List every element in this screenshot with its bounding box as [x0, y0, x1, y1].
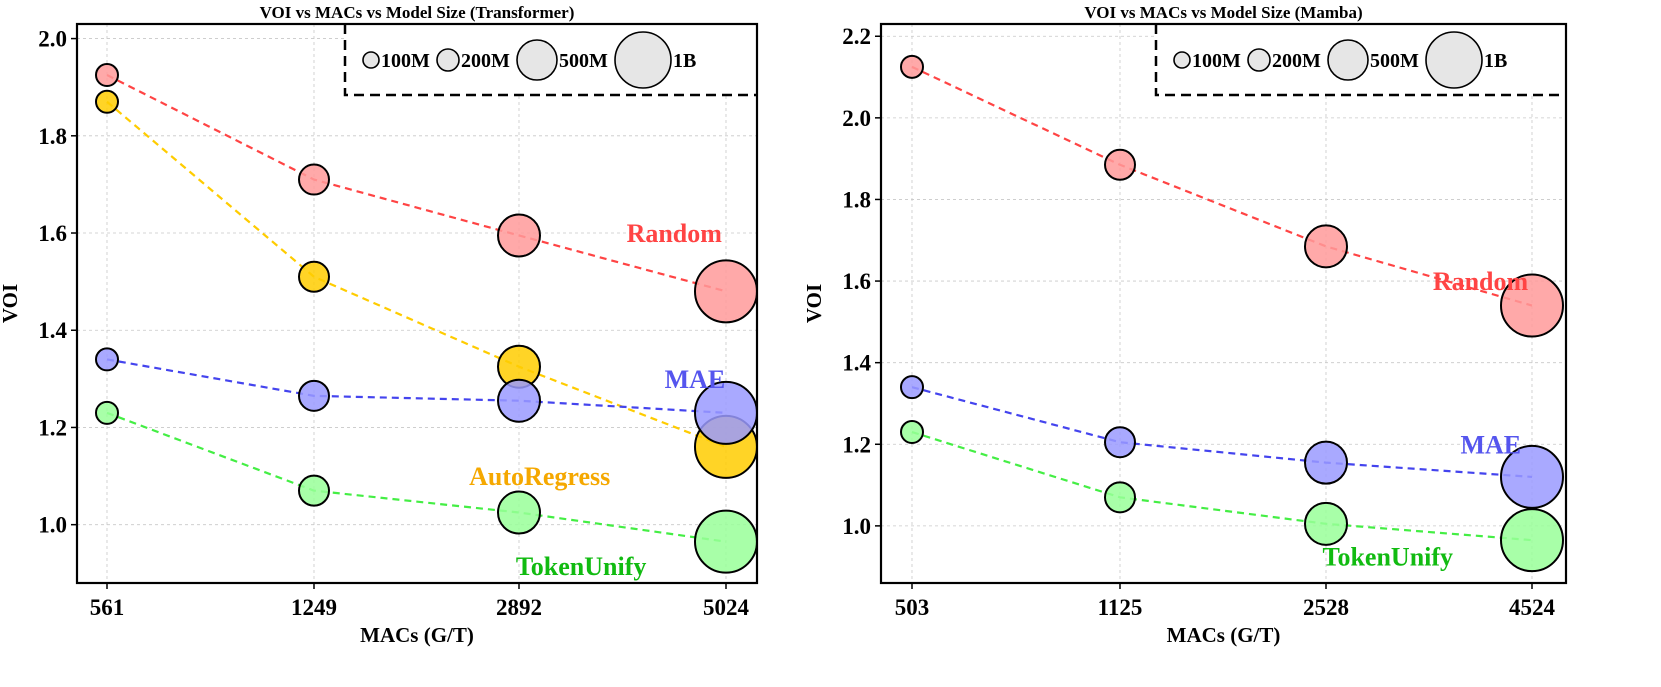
x-tick-label: 1125	[1098, 595, 1143, 620]
series-label-autoregress: AutoRegress	[469, 462, 610, 491]
point-tokenunify-200m	[298, 474, 330, 507]
point-random-500m	[1304, 224, 1348, 269]
chart-panel-1: Random AutoRegress MAE TokenUnify 100M 200M 50…	[0, 3, 759, 647]
y-tick-label: 1.8	[842, 187, 871, 212]
series-label-random: Random	[1433, 267, 1529, 296]
point-random-100m	[95, 63, 119, 88]
legend-label-1b: 1B	[673, 50, 696, 72]
y-tick-label: 1.2	[842, 432, 871, 457]
point-autoregress-200m	[298, 260, 330, 293]
point-tokenunify-500m	[497, 490, 541, 535]
y-axis-label: VOI	[802, 284, 826, 323]
legend-marker-1b	[614, 31, 672, 89]
point-random-500m	[497, 213, 541, 258]
y-tick-label: 1.6	[38, 221, 67, 246]
size-legend: 100M 200M 500M 1B	[343, 24, 757, 97]
chart-title: VOI vs MACs vs Model Size (Transformer)	[260, 3, 575, 22]
legend-marker-100m	[362, 51, 380, 69]
point-random-100m	[900, 54, 924, 79]
x-tick-label: 2528	[1303, 595, 1349, 620]
legend-marker-200m	[1247, 48, 1271, 72]
legend-marker-500m	[516, 39, 558, 81]
legend-label-500m: 500M	[1370, 50, 1419, 72]
legend-label-500m: 500M	[559, 50, 608, 72]
x-tick-label: 561	[90, 595, 125, 620]
point-tokenunify-1b	[1500, 508, 1564, 573]
point-tokenunify-1b	[694, 509, 758, 574]
series-line-mae	[106, 358, 727, 414]
y-tick-label: 1.2	[38, 415, 67, 440]
legend-border	[343, 24, 757, 97]
point-random-200m	[298, 163, 330, 196]
y-tick-label: 1.4	[38, 318, 67, 343]
point-tokenunify-500m	[1304, 501, 1348, 546]
plot-frame	[879, 22, 1568, 585]
x-axis-label: MACs (G/T)	[360, 623, 474, 647]
legend-border	[1154, 24, 1566, 97]
series-line-tokenunify	[911, 430, 1533, 542]
x-tick-label: 1249	[291, 595, 337, 620]
point-autoregress-100m	[95, 89, 119, 114]
point-mae-500m	[497, 378, 541, 423]
y-tick-label: 1.0	[38, 513, 67, 538]
series-line-random	[911, 65, 1533, 307]
series-label-random: Random	[627, 219, 723, 248]
legend-label-100m: 100M	[381, 50, 430, 72]
y-axis-label: VOI	[0, 284, 22, 323]
series-label-mae: MAE	[665, 365, 726, 394]
series-label-tokenunify: TokenUnify	[516, 552, 647, 581]
chart-panel-2: Random MAE TokenUnify 100M 200M 500M 1B 503 1125…	[802, 3, 1568, 647]
x-tick-label: 2892	[496, 595, 542, 620]
point-tokenunify-200m	[1104, 481, 1136, 514]
plot-frame	[75, 22, 759, 585]
point-tokenunify-100m	[900, 420, 924, 445]
point-mae-200m	[298, 379, 330, 412]
series-label-tokenunify: TokenUnify	[1323, 542, 1454, 571]
point-random-200m	[1104, 148, 1136, 181]
point-mae-1b	[1500, 444, 1564, 509]
legend-marker-1b	[1425, 31, 1483, 89]
point-mae-200m	[1104, 426, 1136, 459]
y-tick-label: 1.6	[842, 269, 871, 294]
point-random-1b	[1500, 273, 1564, 338]
legend-label-200m: 200M	[1272, 50, 1321, 72]
series-line-mae	[911, 386, 1533, 479]
y-tick-label: 1.4	[842, 351, 871, 376]
x-tick-label: 4524	[1509, 595, 1556, 620]
y-tick-label: 2.0	[38, 27, 67, 52]
x-tick-label: 5024	[703, 595, 750, 620]
legend-marker-200m	[436, 48, 460, 72]
series-line-tokenunify	[106, 411, 727, 543]
legend-marker-100m	[1173, 51, 1191, 69]
y-tick-label: 1.0	[842, 514, 871, 539]
series-line-random	[106, 74, 727, 293]
point-tokenunify-100m	[95, 400, 119, 425]
legend-label-100m: 100M	[1192, 50, 1241, 72]
point-random-1b	[694, 259, 758, 324]
series-line-autoregress	[106, 100, 727, 448]
point-mae-100m	[900, 375, 924, 400]
y-tick-label: 2.2	[842, 24, 871, 49]
size-legend: 100M 200M 500M 1B	[1154, 24, 1566, 97]
legend-label-200m: 200M	[461, 50, 510, 72]
x-tick-label: 503	[895, 595, 930, 620]
x-axis-label: MACs (G/T)	[1167, 623, 1281, 647]
y-tick-label: 2.0	[842, 106, 871, 131]
series-label-mae: MAE	[1460, 430, 1521, 459]
point-mae-500m	[1304, 440, 1348, 485]
chart-title: VOI vs MACs vs Model Size (Mamba)	[1084, 3, 1362, 22]
y-tick-label: 1.8	[38, 124, 67, 149]
point-mae-100m	[95, 347, 119, 372]
legend-marker-500m	[1327, 39, 1369, 81]
legend-label-1b: 1B	[1484, 50, 1507, 72]
